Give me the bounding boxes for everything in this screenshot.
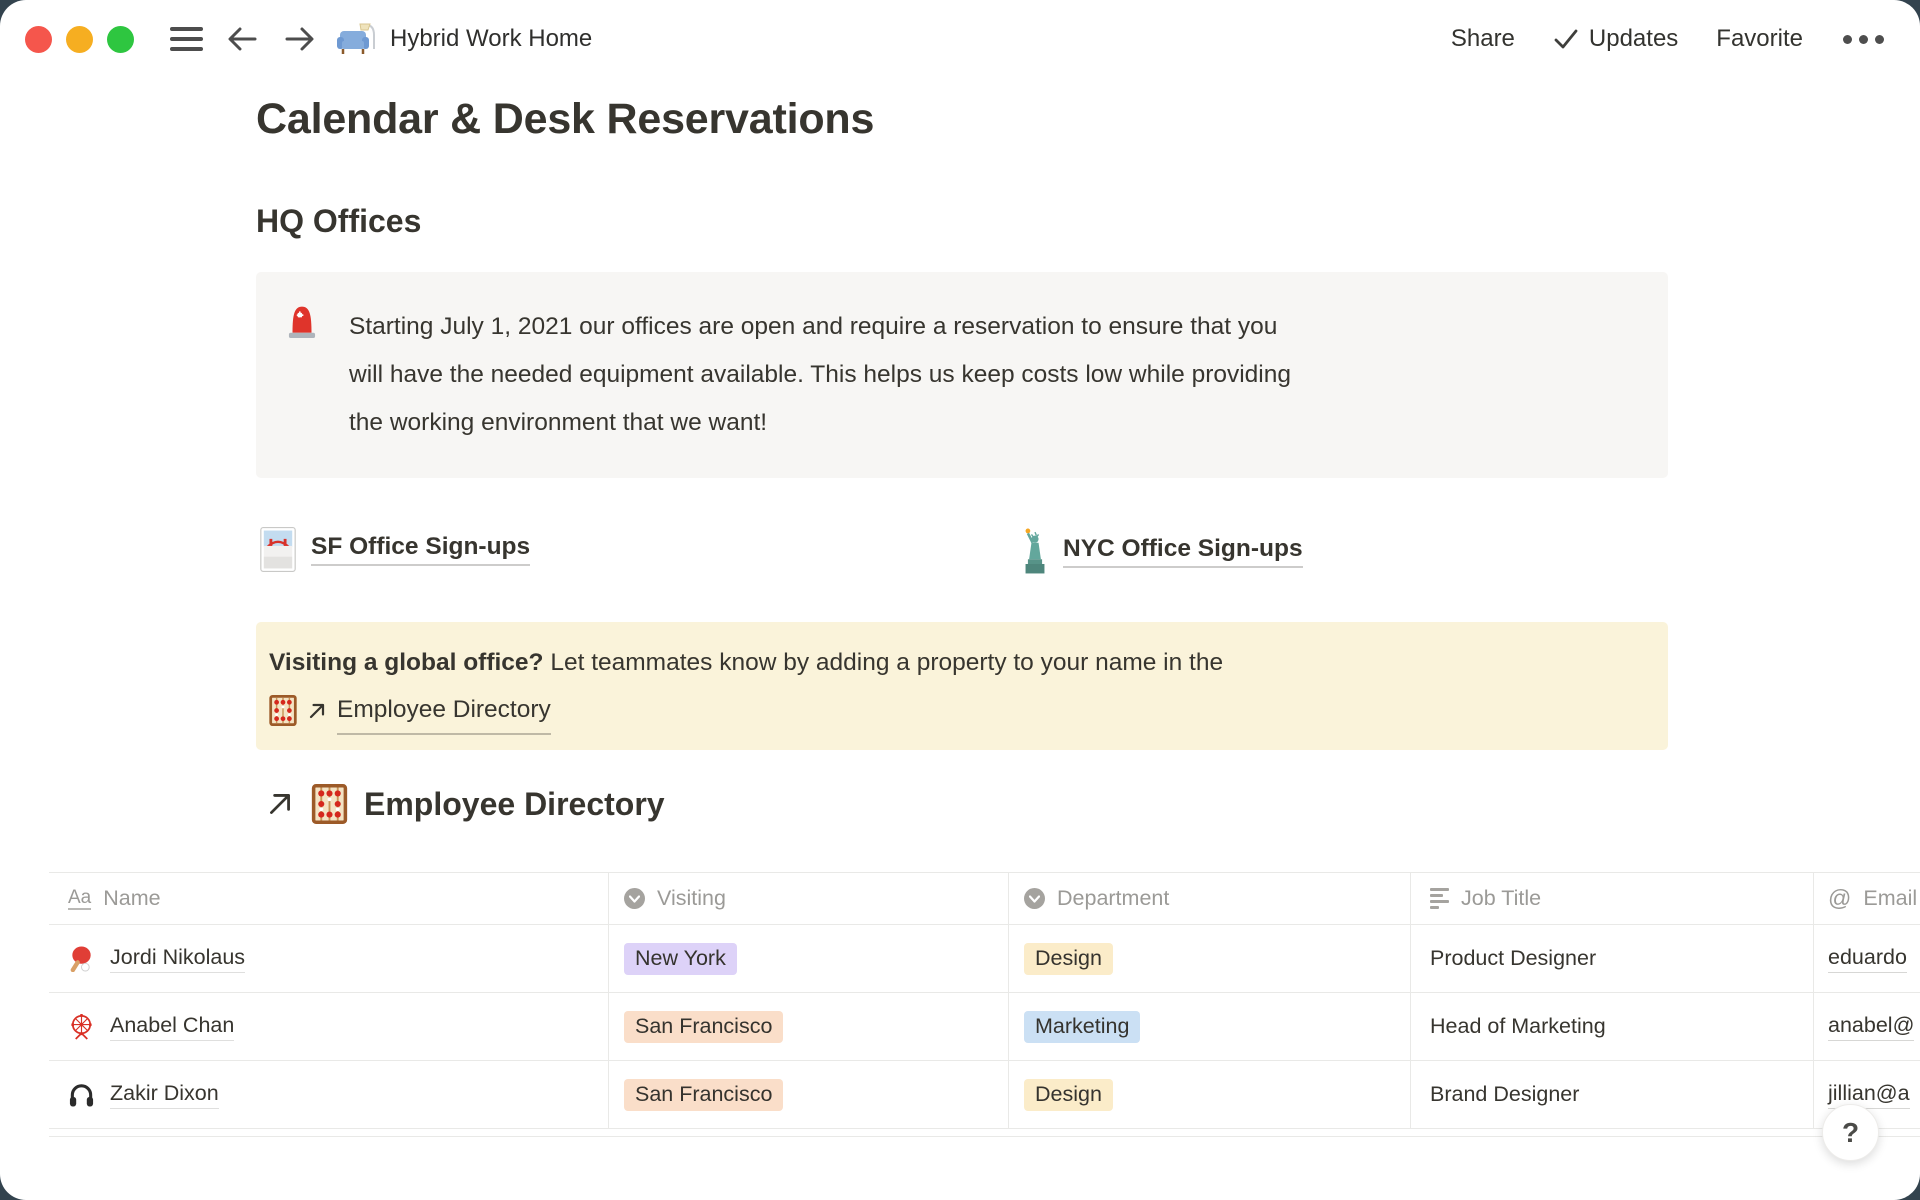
abacus-emoji bbox=[269, 695, 297, 726]
arrow-right-icon bbox=[285, 27, 314, 51]
table-row: Anabel Chan San Francisco Marketing Head… bbox=[49, 993, 1920, 1061]
abacus-emoji bbox=[311, 784, 348, 824]
email-link: jillian@a bbox=[1828, 1081, 1910, 1109]
help-button[interactable]: ? bbox=[1822, 1104, 1879, 1161]
name-cell[interactable]: Zakir Dixon bbox=[49, 1061, 609, 1128]
person-page-link: Anabel Chan bbox=[68, 1013, 235, 1041]
email-property-icon: @ bbox=[1828, 885, 1852, 911]
forward-button[interactable] bbox=[278, 17, 322, 61]
email-cell[interactable]: jillian@a bbox=[1814, 1061, 1920, 1128]
column-header-visiting[interactable]: Visiting bbox=[609, 873, 1009, 924]
email-link: anabel@ bbox=[1828, 1013, 1915, 1041]
employee-directory-table: Aa Name Visiting Department Job Title @ … bbox=[49, 872, 1920, 1137]
name-cell[interactable]: Anabel Chan bbox=[49, 993, 609, 1060]
share-button[interactable]: Share bbox=[1450, 25, 1515, 52]
couch-emoji bbox=[337, 23, 375, 54]
select-property-icon bbox=[624, 888, 645, 909]
visiting-tag: New York bbox=[624, 942, 737, 975]
statue-of-liberty-emoji bbox=[1025, 528, 1045, 574]
person-page-link: Zakir Dixon bbox=[68, 1081, 219, 1109]
zoom-window-button[interactable] bbox=[107, 25, 134, 53]
column-header-job-title[interactable]: Job Title bbox=[1411, 873, 1814, 924]
department-cell[interactable]: Design bbox=[1009, 1061, 1411, 1128]
back-button[interactable] bbox=[220, 17, 264, 61]
department-cell[interactable]: Marketing bbox=[1009, 993, 1411, 1060]
minimize-window-button[interactable] bbox=[66, 25, 93, 53]
breadcrumb-page[interactable]: Hybrid Work Home bbox=[336, 21, 592, 57]
ping-pong-emoji bbox=[70, 946, 91, 972]
visiting-tag: San Francisco bbox=[624, 1078, 784, 1111]
info-callout: Starting July 1, 2021 our offices are op… bbox=[256, 272, 1668, 478]
job-title-cell[interactable]: Product Designer bbox=[1411, 925, 1814, 992]
arrow-north-east-icon bbox=[270, 794, 290, 814]
nyc-office-signups-link[interactable]: NYC Office Sign-ups bbox=[1022, 527, 1303, 575]
email-cell[interactable]: anabel@ bbox=[1814, 993, 1920, 1060]
select-property-icon bbox=[1024, 888, 1045, 909]
visiting-cell[interactable]: San Francisco bbox=[609, 993, 1009, 1060]
close-window-button[interactable] bbox=[25, 25, 52, 53]
section-heading: HQ Offices bbox=[256, 203, 422, 239]
visiting-callout: Visiting a global office? Let teammates … bbox=[256, 622, 1668, 750]
check-icon bbox=[1554, 29, 1578, 49]
office-link-label: SF Office Sign-ups bbox=[311, 533, 531, 566]
employee-directory-inline-link[interactable]: Employee Directory bbox=[305, 686, 551, 735]
email-cell[interactable]: eduardo bbox=[1814, 925, 1920, 992]
sidebar-menu-icon[interactable] bbox=[166, 19, 206, 59]
more-options-button[interactable] bbox=[1841, 27, 1886, 52]
department-tag: Design bbox=[1024, 942, 1113, 975]
headphones-emoji bbox=[69, 1084, 94, 1107]
page-title: Calendar & Desk Reservations bbox=[256, 95, 875, 143]
window-title: Hybrid Work Home bbox=[390, 25, 593, 52]
department-tag: Design bbox=[1024, 1078, 1113, 1111]
favorite-button[interactable]: Favorite bbox=[1716, 25, 1803, 52]
arrow-north-east-icon bbox=[309, 703, 325, 718]
titlebar: Hybrid Work Home Share Updates Favorite bbox=[0, 0, 1920, 78]
table-bottom-border bbox=[49, 1129, 1920, 1137]
employee-directory-heading-label: Employee Directory bbox=[364, 785, 665, 822]
name-cell[interactable]: Jordi Nikolaus bbox=[49, 925, 609, 992]
arrow-left-icon bbox=[228, 27, 257, 51]
person-page-link: Jordi Nikolaus bbox=[68, 945, 246, 973]
text-property-icon bbox=[1430, 885, 1449, 912]
column-header-department[interactable]: Department bbox=[1009, 873, 1411, 924]
department-cell[interactable]: Design bbox=[1009, 925, 1411, 992]
office-link-label: NYC Office Sign-ups bbox=[1063, 535, 1303, 568]
visiting-callout-line1: Visiting a global office? Let teammates … bbox=[269, 649, 1224, 676]
foggy-bridge-emoji bbox=[260, 527, 296, 572]
rotating-light-emoji bbox=[288, 306, 316, 339]
ferris-wheel-emoji bbox=[71, 1013, 92, 1040]
visiting-tag: San Francisco bbox=[624, 1010, 784, 1043]
visiting-cell[interactable]: San Francisco bbox=[609, 1061, 1009, 1128]
job-title-cell[interactable]: Head of Marketing bbox=[1411, 993, 1814, 1060]
traffic-lights bbox=[25, 25, 134, 53]
title-property-icon: Aa bbox=[68, 886, 92, 910]
email-link: eduardo bbox=[1828, 945, 1907, 973]
visiting-cell[interactable]: New York bbox=[609, 925, 1009, 992]
table-header-row: Aa Name Visiting Department Job Title @ … bbox=[49, 872, 1920, 925]
department-tag: Marketing bbox=[1024, 1010, 1141, 1043]
employee-directory-heading-link[interactable]: Employee Directory bbox=[265, 784, 1668, 824]
updates-button[interactable]: Updates bbox=[1553, 25, 1678, 53]
callout-text: Starting July 1, 2021 our offices are op… bbox=[349, 313, 1291, 436]
table-row: Zakir Dixon San Francisco Design Brand D… bbox=[49, 1061, 1920, 1129]
column-header-email[interactable]: @ Email bbox=[1828, 885, 1918, 911]
sf-office-signups-link[interactable]: SF Office Sign-ups bbox=[260, 527, 531, 572]
column-header-name[interactable]: Aa Name bbox=[49, 873, 609, 924]
job-title-cell[interactable]: Brand Designer bbox=[1411, 1061, 1814, 1128]
table-row: Jordi Nikolaus New York Design Product D… bbox=[49, 925, 1920, 993]
